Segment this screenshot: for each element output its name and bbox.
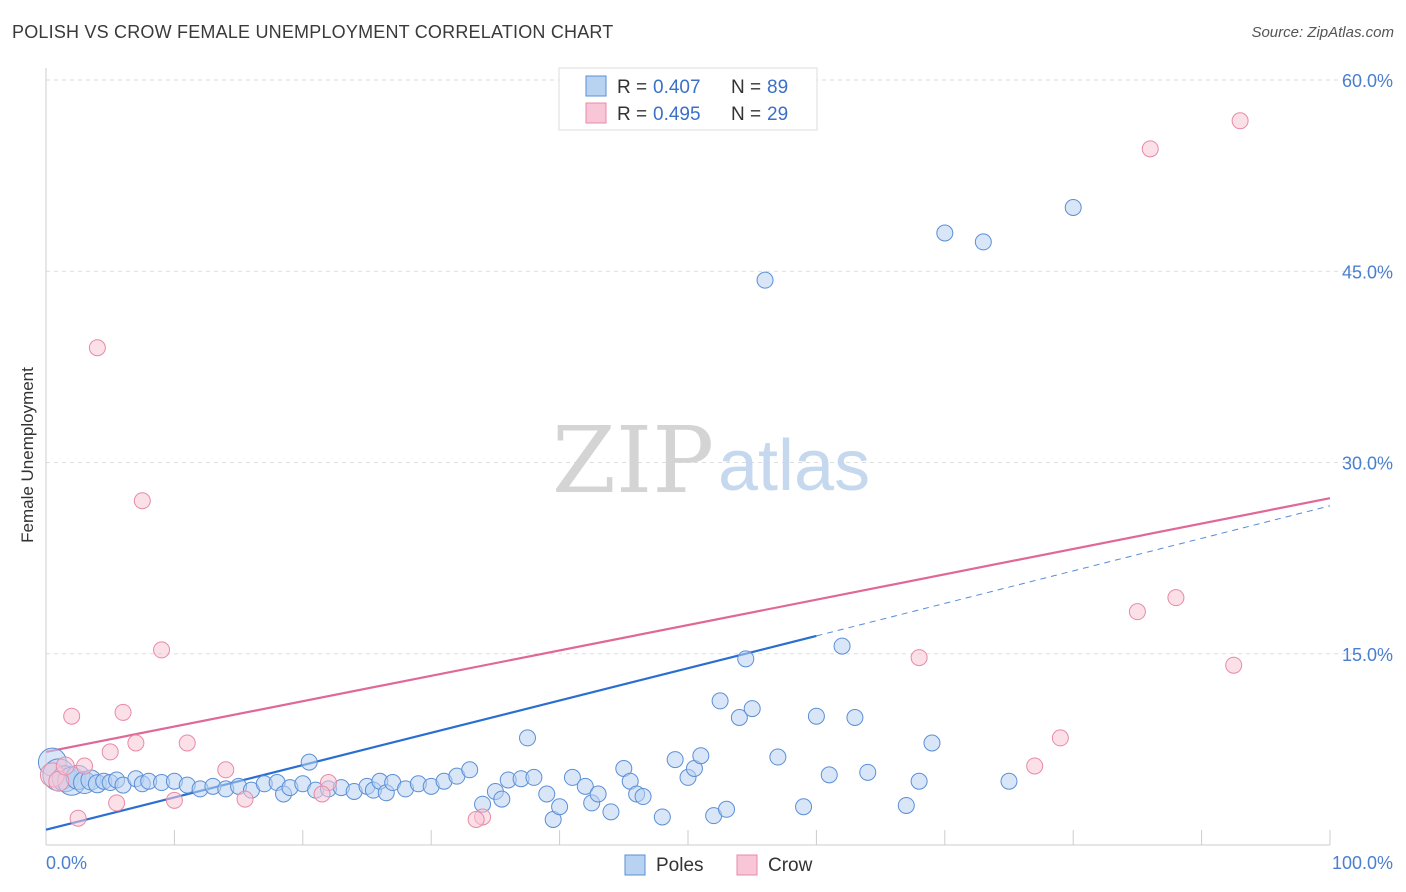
y-tick-label-3: 60.0% — [1342, 71, 1393, 91]
poles-point-67 — [711, 692, 729, 710]
poles-point-86 — [846, 709, 864, 726]
poles-point-51 — [551, 798, 569, 816]
crow-point-18 — [313, 785, 331, 803]
chart-title: POLISH VS CROW FEMALE UNEMPLOYMENT CORRE… — [12, 22, 614, 42]
bottom-legend-crow-label: Crow — [768, 855, 813, 876]
source-label: Source: ZipAtlas.com — [1251, 24, 1394, 41]
crow-point-12 — [153, 641, 171, 659]
poles-point-88 — [300, 753, 318, 771]
legend-poles-n-value: 89 — [767, 77, 788, 98]
poles-trend-line — [45, 634, 817, 831]
crow-point-20 — [910, 649, 928, 667]
crow-points — [39, 112, 1249, 828]
x-tick-label-max: 100.0% — [1332, 853, 1393, 873]
bottom-legend: Poles Crow — [624, 854, 813, 876]
watermark-atlas-text: atlas — [718, 426, 870, 506]
crow-point-10 — [127, 734, 145, 752]
crow-point-7 — [101, 743, 119, 761]
bottom-legend-poles-label: Poles — [656, 855, 704, 876]
crow-point-13 — [165, 791, 183, 809]
crow-point-27 — [1225, 656, 1243, 674]
poles-trend-extension — [816, 505, 1331, 637]
crow-point-2 — [55, 756, 75, 776]
crow-point-5 — [76, 757, 94, 775]
legend-crow-swatch — [585, 102, 607, 124]
poles-point-56 — [602, 803, 620, 821]
y-tick-label-1: 30.0% — [1342, 454, 1393, 474]
poles-point-71 — [769, 748, 787, 766]
y-tick-label-0: 15.0% — [1342, 645, 1393, 665]
legend-poles-n-label: N = — [731, 77, 761, 98]
poles-point-77 — [897, 796, 915, 814]
legend-poles-r-value: 0.407 — [653, 77, 701, 98]
poles-point-78 — [910, 772, 928, 790]
crow-point-14 — [178, 734, 196, 752]
y-tick-labels: 15.0% 30.0% 45.0% 60.0% — [1342, 71, 1393, 665]
crow-trend-line — [45, 497, 1331, 754]
poles-point-84 — [974, 233, 992, 251]
poles-point-62 — [666, 751, 684, 769]
poles-point-85 — [1064, 199, 1082, 216]
poles-point-45 — [493, 790, 511, 808]
grid-lines — [46, 79, 1392, 655]
poles-point-53 — [576, 777, 594, 795]
bottom-legend-crow-swatch — [736, 854, 758, 876]
poles-point-81 — [737, 650, 755, 668]
crow-point-8 — [108, 794, 126, 812]
crow-point-15 — [217, 761, 235, 779]
poles-point-42 — [461, 761, 479, 779]
legend-crow-r-label: R = — [617, 104, 647, 125]
poles-point-49 — [538, 785, 556, 803]
poles-point-73 — [807, 707, 825, 725]
watermark-zip-text: ZIP — [552, 407, 714, 514]
watermark: ZIP atlas — [552, 407, 870, 514]
poles-point-76 — [859, 763, 877, 781]
poles-points — [37, 199, 1082, 828]
crow-point-21 — [1026, 757, 1044, 775]
poles-point-69 — [730, 709, 748, 726]
crow-point-6 — [88, 339, 106, 357]
crow-point-25 — [1141, 140, 1159, 158]
crow-point-24 — [1167, 589, 1185, 607]
crow-point-16 — [236, 790, 254, 808]
poles-point-72 — [795, 798, 813, 816]
legend-crow-n-label: N = — [731, 104, 761, 125]
poles-point-52 — [563, 768, 581, 786]
crow-point-3 — [63, 707, 81, 725]
crow-point-22 — [1051, 729, 1069, 747]
crow-point-4 — [69, 809, 87, 827]
poles-point-68 — [718, 800, 736, 818]
poles-point-74 — [820, 766, 838, 784]
axes — [45, 68, 1331, 846]
poles-point-48 — [525, 768, 543, 786]
x-tick-label-min: 0.0% — [46, 853, 87, 873]
crow-point-28 — [467, 811, 485, 828]
crow-point-23 — [1128, 603, 1146, 621]
legend-poles-swatch — [585, 75, 607, 97]
poles-point-61 — [653, 808, 671, 826]
bottom-legend-poles-swatch — [624, 854, 646, 876]
poles-point-75 — [833, 637, 851, 655]
legend-crow-r-value: 0.495 — [653, 104, 701, 125]
poles-point-65 — [692, 747, 710, 765]
poles-point-80 — [1000, 772, 1018, 790]
crow-point-9 — [114, 703, 132, 721]
crow-point-11 — [133, 492, 151, 510]
poles-point-70 — [743, 700, 761, 718]
poles-point-82 — [756, 271, 774, 289]
legend-poles-r-label: R = — [617, 77, 647, 98]
crow-point-26 — [1231, 112, 1249, 130]
poles-point-83 — [936, 224, 954, 242]
poles-point-87 — [519, 729, 536, 747]
legend-crow-n-value: 29 — [767, 104, 788, 125]
top-legend: R = 0.407 N = 89 R = 0.495 N = 29 — [558, 67, 818, 131]
y-tick-label-2: 45.0% — [1342, 262, 1393, 282]
poles-point-55 — [589, 785, 607, 803]
poles-point-79 — [923, 734, 941, 752]
poles-point-60 — [634, 788, 652, 806]
